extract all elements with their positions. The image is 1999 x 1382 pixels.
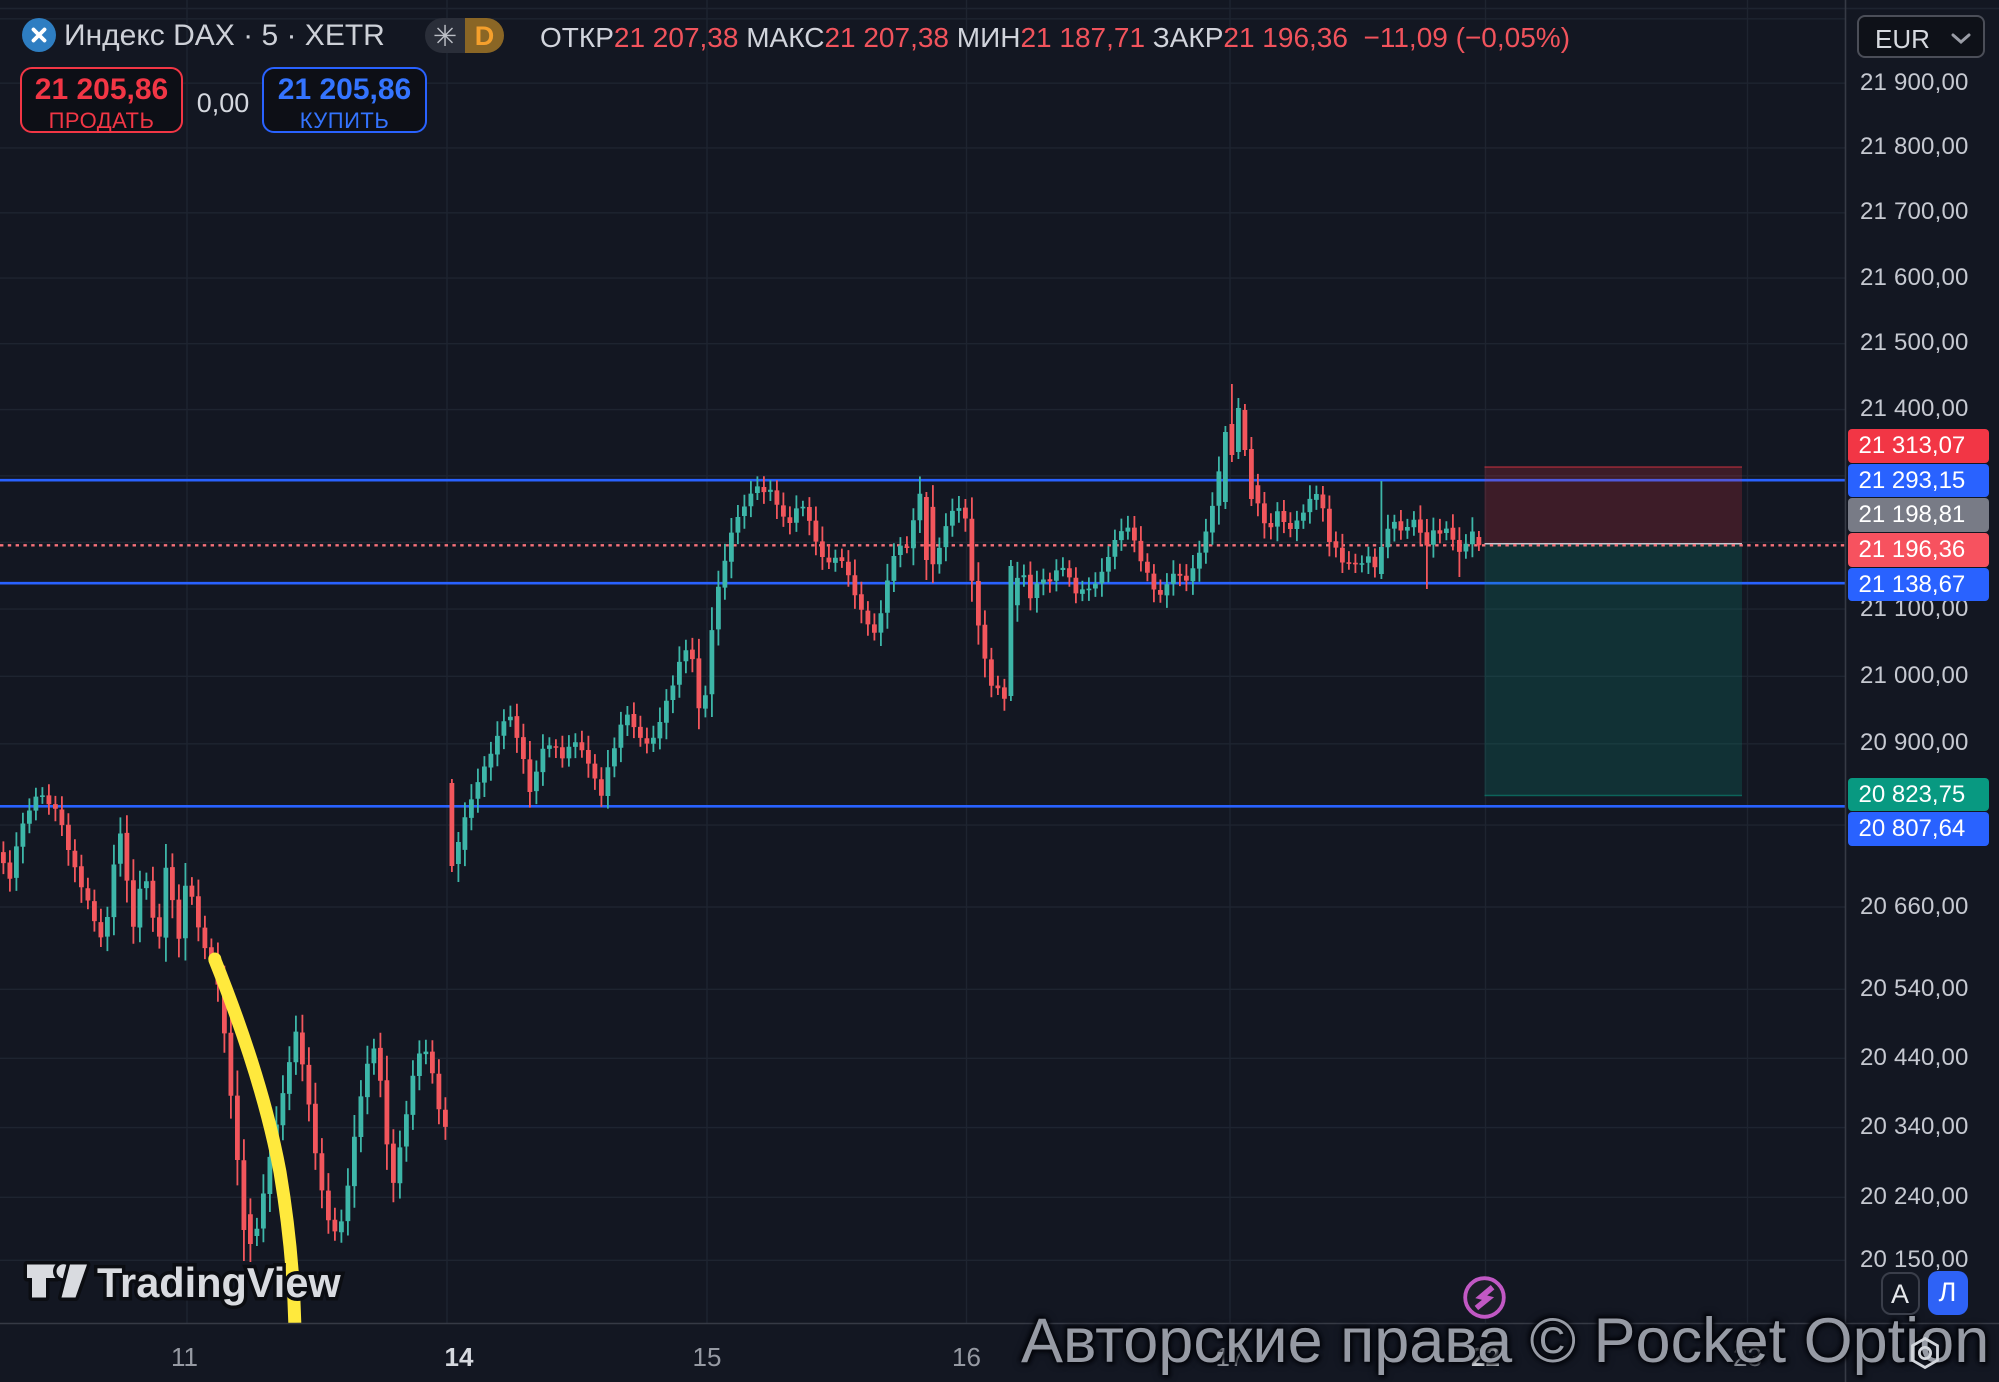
svg-text:TradingView: TradingView — [97, 1259, 341, 1306]
